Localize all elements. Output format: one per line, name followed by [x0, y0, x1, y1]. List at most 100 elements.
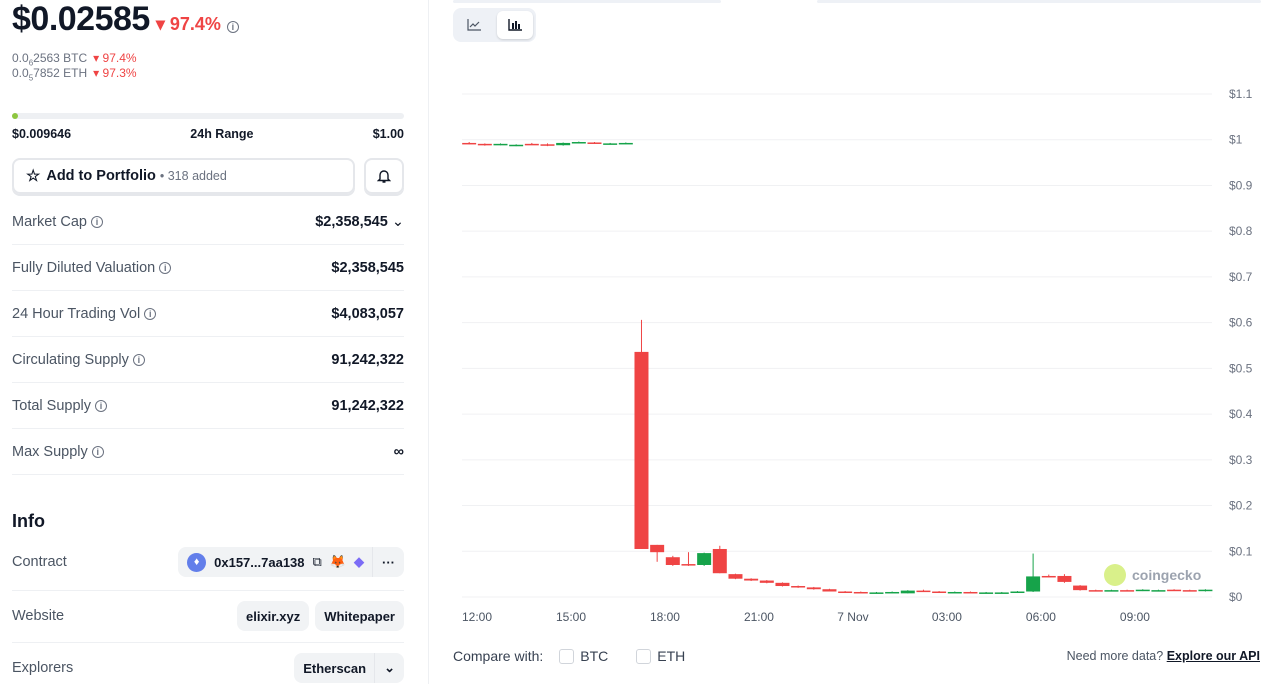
explorers-label: Explorers	[12, 660, 74, 676]
stat-row-market-cap: Market Cap i $2,358,545 ⌄	[12, 199, 404, 245]
info-icon[interactable]: i	[144, 307, 157, 320]
price-change: ▾ 97.4%	[155, 14, 221, 34]
candle-body	[1120, 590, 1135, 592]
range-labels: $0.009646 24h Range $1.00	[12, 127, 404, 141]
website-link[interactable]: elixir.xyz	[236, 601, 310, 631]
candle-body	[540, 144, 555, 146]
website-row: Website elixir.xyz Whitepaper	[12, 601, 404, 631]
btc-price: 0.062563 BTC ▾ 97.4%	[12, 51, 137, 67]
line-chart-button[interactable]	[456, 11, 493, 39]
more-button[interactable]: ···	[372, 547, 404, 577]
candle-body	[650, 544, 665, 553]
stat-value-text: $2,358,545	[315, 213, 388, 230]
x-tick-label: 12:00	[462, 610, 492, 624]
stat-label: 24 Hour Trading Vol i	[12, 305, 157, 322]
btc-checkbox[interactable]	[559, 648, 575, 664]
price-chart[interactable]: $0 $0.1 $0.2 $0.3 $0.4 $0.5 $0.6 $0.7 $0.8 $0.9 $1…	[440, 60, 1270, 640]
candle-body	[1088, 590, 1103, 592]
chevron-down-icon[interactable]: ⌄	[374, 653, 404, 683]
contract-chip[interactable]: ♦ 0x157...7aa138 ⧉ 🦊 ◆ ···	[178, 547, 404, 577]
stat-value: 91,242,322	[331, 397, 404, 414]
candle-body	[900, 590, 915, 594]
price-change-value: 97.4%	[169, 14, 221, 34]
eth-price: 0.057852 ETH ▾ 97.3%	[12, 66, 137, 82]
stat-label: Market Cap i	[12, 214, 103, 230]
x-tick-label: 7 Nov	[837, 610, 868, 624]
eth-compare-label[interactable]: ETH	[657, 648, 686, 664]
stat-value: ∞	[393, 443, 404, 460]
candle-body	[1182, 590, 1197, 592]
x-tick-label: 09:00	[1120, 610, 1150, 624]
add-to-portfolio-button[interactable]: ☆ Add to Portfolio • 318 added	[12, 158, 355, 194]
y-tick-label: $0.3	[1229, 453, 1253, 467]
watermark-text: coingecko	[1132, 567, 1202, 583]
eth-rest: 7852 ETH	[33, 66, 88, 80]
candle-body	[1010, 591, 1025, 594]
info-icon[interactable]: i	[226, 21, 239, 33]
info-icon[interactable]: i	[90, 215, 103, 228]
stat-label: Max Supply i	[12, 444, 104, 460]
y-tick-label: $0.1	[1229, 544, 1253, 558]
stat-value[interactable]: $2,358,545 ⌄	[315, 214, 404, 230]
y-tick-label: $0.9	[1229, 178, 1253, 192]
top-tab-bar-left	[453, 0, 721, 3]
candle-body	[1198, 589, 1213, 592]
btc-rest: 2563 BTC	[33, 51, 88, 65]
y-tick-label: $0	[1229, 590, 1243, 604]
info-icon[interactable]: i	[91, 445, 104, 458]
candlestick-chart-button[interactable]	[496, 11, 533, 39]
contract-label: Contract	[12, 554, 67, 570]
stat-row-volume: 24 Hour Trading Vol i $4,083,057	[12, 291, 404, 337]
stat-label-text: Max Supply	[12, 443, 88, 460]
candle-body	[571, 142, 586, 144]
info-icon[interactable]: i	[132, 353, 145, 366]
candle-body	[979, 592, 994, 594]
explorer-dropdown[interactable]: Etherscan ⌄	[294, 653, 404, 683]
stat-label-text: Total Supply	[12, 397, 91, 414]
panel-divider	[428, 0, 429, 684]
candle-body	[947, 591, 962, 594]
candle-body	[697, 553, 712, 565]
ethereum-icon: ♦	[187, 552, 207, 572]
btc-change: ▾ 97.4%	[93, 51, 137, 65]
candle-body	[775, 582, 790, 587]
candle-body	[587, 142, 602, 144]
x-tick-label: 18:00	[650, 610, 680, 624]
eth-prefix: 0.0	[12, 66, 29, 80]
explorer-link[interactable]: Etherscan	[303, 660, 367, 676]
api-promo: Need more data? Explore our API	[1067, 649, 1260, 663]
portfolio-added-count: 318 added	[167, 169, 227, 183]
explore-api-link[interactable]: Explore our API	[1166, 649, 1260, 663]
eth-checkbox[interactable]	[636, 648, 652, 664]
stat-label-text: 24 Hour Trading Vol	[12, 305, 141, 322]
candle-body	[853, 591, 868, 594]
y-tick-label: $1.1	[1229, 87, 1253, 101]
price-header: $0.02585 ▾ 97.4% i	[12, 0, 239, 39]
info-icon[interactable]: i	[95, 399, 108, 412]
wallet-icon[interactable]: ◆	[354, 554, 364, 569]
info-icon[interactable]: i	[159, 261, 172, 274]
portfolio-label: Add to Portfolio	[46, 168, 156, 184]
candle-body	[1073, 585, 1088, 591]
stat-label-text: Market Cap	[12, 213, 87, 230]
candle-body	[634, 351, 649, 549]
whitepaper-link[interactable]: Whitepaper	[315, 601, 404, 631]
chevron-down-icon[interactable]: ⌄	[391, 213, 404, 230]
candle-body	[681, 564, 696, 566]
candlestick-icon	[508, 19, 522, 31]
candle-body	[932, 591, 947, 594]
y-tick-label: $0.6	[1229, 316, 1253, 330]
price-alert-button[interactable]	[364, 158, 404, 194]
btc-compare-label[interactable]: BTC	[580, 648, 609, 664]
candle-body	[509, 144, 524, 147]
candle-body	[1135, 589, 1150, 592]
y-tick-label: $1	[1229, 133, 1243, 147]
copy-icon[interactable]: ⧉	[312, 554, 322, 569]
metamask-icon[interactable]: 🦊	[329, 554, 346, 569]
candle-body	[869, 592, 884, 594]
candle-body	[728, 574, 743, 579]
eth-sub: 5	[28, 73, 34, 83]
stats-list: Market Cap i $2,358,545 ⌄ Fully Diluted V…	[12, 199, 404, 475]
chart-type-toggle	[453, 8, 536, 42]
candle-body	[806, 587, 821, 590]
